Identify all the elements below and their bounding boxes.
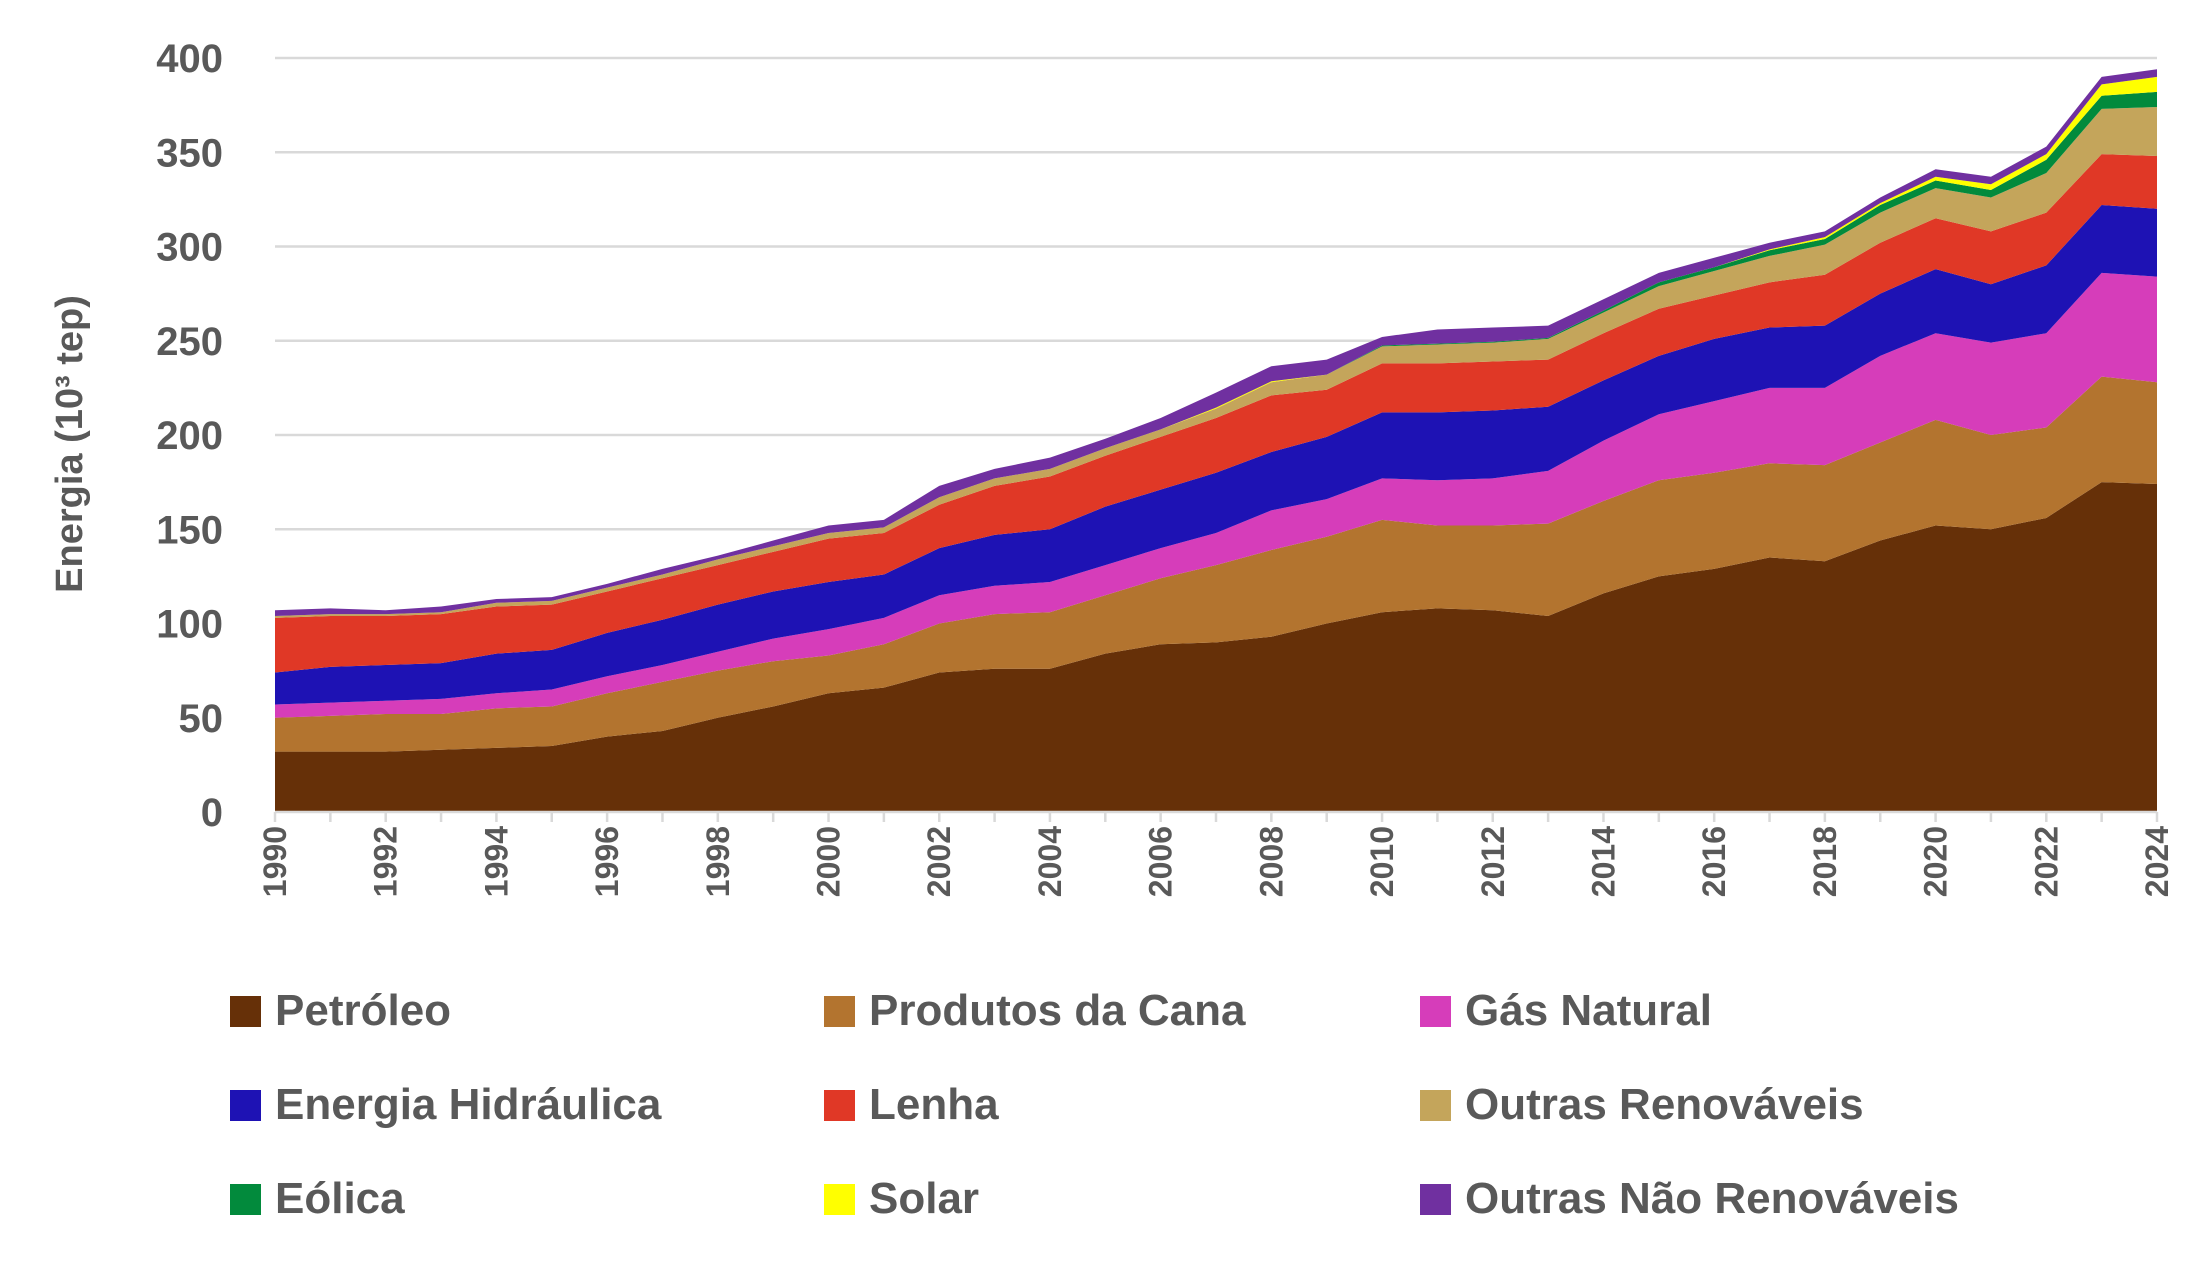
y-tick-label: 0 (201, 791, 223, 835)
y-tick-labels: 0 50 100 150 200 250 300 350 400 (156, 37, 223, 835)
x-tick-label: 2010 (1364, 826, 1400, 897)
axes (273, 810, 2159, 822)
x-tick-label: 2004 (1032, 826, 1068, 897)
x-tick-label: 2006 (1143, 826, 1179, 897)
x-tick-label: 1990 (257, 826, 293, 897)
x-tick-label: 2016 (1696, 826, 1732, 897)
y-tick-label: 200 (156, 414, 223, 458)
y-tick-label: 350 (156, 131, 223, 175)
y-tick-label: 300 (156, 226, 223, 270)
x-tick-label: 1994 (478, 826, 514, 897)
x-tick-label: 2000 (811, 826, 847, 897)
y-tick-label: 150 (156, 508, 223, 552)
y-tick-label: 100 (156, 603, 223, 647)
area-produtos-da-cana (275, 376, 2157, 752)
x-tick-label: 1996 (589, 826, 625, 897)
x-tick-label: 2018 (1807, 826, 1843, 897)
area-petroleo (275, 482, 2157, 812)
x-tick-label: 2012 (1475, 826, 1511, 897)
x-tick-labels: 1990 1992 1994 1996 1998 2000 2002 2004 2006 2008… (257, 826, 2175, 897)
x-tick-label: 1998 (700, 826, 736, 897)
x-tick-label: 2020 (1918, 826, 1954, 897)
area-lenha (275, 154, 2157, 673)
x-tick-label: 2022 (2028, 826, 2064, 897)
y-tick-label: 50 (179, 697, 224, 741)
y-axis-title: Energia (10³ tep) (49, 295, 91, 593)
x-tick-label: 1992 (368, 826, 404, 897)
x-tick-label: 2008 (1253, 826, 1289, 897)
x-tick-label: 2002 (921, 826, 957, 897)
x-tick-label: 2024 (2139, 826, 2175, 897)
y-tick-label: 400 (156, 37, 223, 81)
y-tick-label: 250 (156, 320, 223, 364)
series-areas (275, 69, 2157, 812)
x-tick-label: 2014 (1585, 826, 1621, 897)
